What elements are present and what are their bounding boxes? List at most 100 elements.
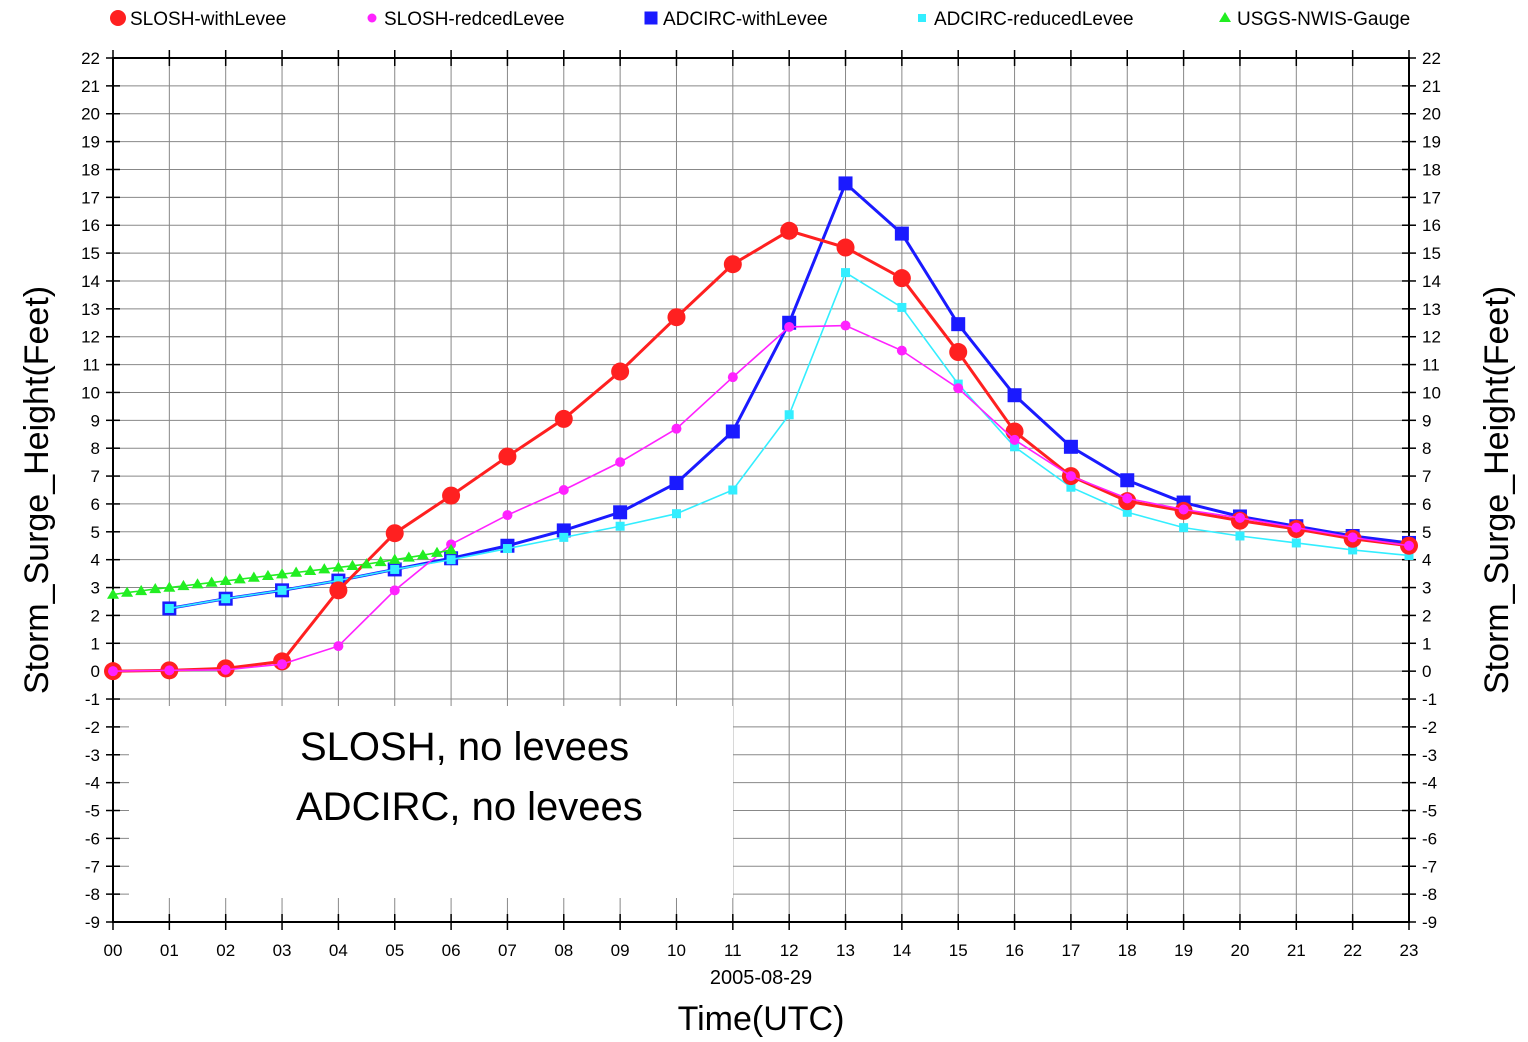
y-tick-label-left: -7 (85, 857, 100, 876)
x-tick-label: 04 (329, 941, 348, 960)
data-point (840, 320, 851, 331)
x-tick-label: 23 (1400, 941, 1419, 960)
data-point (276, 568, 289, 579)
series-line (112, 324, 1410, 672)
y-tick-label-left: -6 (85, 829, 100, 848)
data-point (725, 424, 740, 439)
data-point (1063, 439, 1078, 454)
data-point (897, 302, 907, 312)
x-tick-label: 17 (1061, 941, 1080, 960)
data-point (333, 576, 343, 586)
legend: SLOSH-withLevee SLOSH-redcedLevee ADCIRC-w… (110, 9, 1410, 30)
data-point (233, 573, 246, 584)
y-tick-label-left: -2 (85, 718, 100, 737)
data-point (615, 457, 626, 468)
y-tick-label-right: -4 (1422, 774, 1437, 793)
data-point (1347, 532, 1358, 543)
y-tick-label-left: 8 (91, 439, 100, 458)
y-tick-label-right: 5 (1422, 523, 1431, 542)
data-point (1009, 434, 1020, 445)
data-point (669, 476, 684, 491)
y-tick-label-left: 22 (81, 49, 100, 68)
data-point (149, 582, 162, 594)
y-tick-label-right: -6 (1422, 829, 1437, 848)
y-tick-label-right: -7 (1422, 857, 1437, 876)
data-point (333, 641, 344, 652)
y-tick-label-left: 1 (91, 634, 100, 653)
legend-marker (1219, 12, 1231, 22)
data-point (402, 551, 415, 562)
series-line (112, 229, 1410, 673)
data-point (667, 308, 686, 327)
y-tick-label-right: -2 (1422, 718, 1437, 737)
y-tick-label-left: 18 (81, 160, 100, 179)
data-point (374, 555, 387, 567)
legend-item: SLOSH-redcedLevee (367, 9, 565, 30)
data-point (502, 544, 512, 554)
y-tick-label-left: -5 (85, 802, 100, 821)
data-point (446, 555, 456, 565)
x-tick-label: 10 (667, 941, 686, 960)
legend-label: SLOSH-withLevee (130, 9, 286, 30)
data-point (1235, 531, 1245, 541)
data-point (221, 594, 231, 604)
data-point (277, 585, 287, 595)
x-tick-label: 16 (1005, 941, 1024, 960)
x-tick-label: 13 (836, 941, 855, 960)
y-tick-label-right: 21 (1422, 77, 1441, 96)
data-point (784, 321, 795, 332)
y-tick-label-left: -4 (85, 774, 100, 793)
y-tick-label-left: 9 (91, 411, 100, 430)
data-point (164, 603, 174, 613)
x-tick-label: 11 (724, 941, 742, 960)
data-point (836, 238, 855, 257)
data-point (502, 510, 513, 521)
data-point (220, 664, 231, 675)
data-point (290, 566, 303, 577)
data-point (388, 553, 401, 564)
y-tick-label-left: 15 (81, 244, 100, 263)
data-point (559, 532, 569, 542)
y-tick-label-right: 2 (1422, 606, 1431, 625)
data-point (554, 409, 573, 428)
y-tick-label-left: 13 (81, 300, 100, 319)
y-tick-label-left: 10 (81, 383, 100, 402)
data-point (1010, 442, 1020, 452)
data-point (1348, 545, 1358, 555)
y-tick-label-right: 19 (1422, 133, 1441, 152)
x-axis-date-label: 2005-08-29 (710, 967, 812, 989)
data-point (1007, 388, 1022, 403)
x-tick-label: 18 (1118, 941, 1137, 960)
x-tick-label: 05 (385, 941, 404, 960)
y-tick-label-left: 14 (81, 272, 100, 291)
y-tick-label-right: 10 (1422, 383, 1441, 402)
y-tick-label-left: 6 (91, 495, 100, 514)
legend-item: USGS-NWIS-Gauge (1219, 9, 1410, 30)
data-point (108, 666, 118, 677)
legend-marker (110, 10, 126, 26)
series-layer (104, 176, 1418, 681)
data-point (1122, 507, 1132, 517)
y-tick-label-left: 17 (81, 188, 100, 207)
y-tick-label-right: 12 (1422, 328, 1441, 347)
data-point (1120, 473, 1135, 488)
data-point (727, 372, 738, 383)
data-point (247, 571, 260, 582)
y-tick-label-right: 9 (1422, 411, 1431, 430)
annotation-background (129, 706, 733, 898)
legend-label: SLOSH-redcedLevee (384, 9, 565, 30)
series-slosh-redcedlevee (108, 320, 1414, 677)
data-point (558, 485, 569, 495)
data-point (498, 447, 517, 466)
x-tick-label: 07 (498, 941, 517, 960)
data-point (894, 226, 909, 241)
data-point (416, 549, 429, 560)
y-tick-label-right: 15 (1422, 244, 1441, 263)
data-point (385, 524, 404, 543)
data-point (219, 574, 232, 586)
x-axis-label: Time(UTC) (678, 1000, 845, 1038)
data-point (1178, 504, 1189, 515)
y-tick-label-left: 2 (91, 606, 100, 625)
data-point (1404, 540, 1414, 551)
data-point (784, 410, 794, 420)
